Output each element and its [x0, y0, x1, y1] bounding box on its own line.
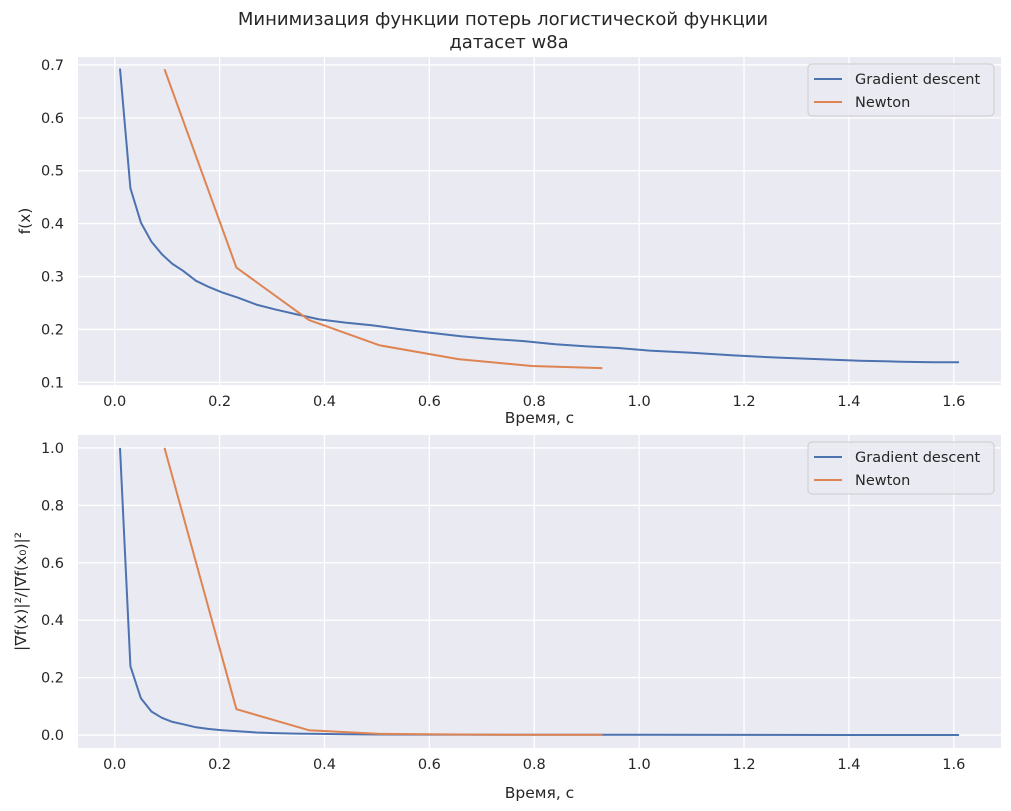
y-tick-label: 0.7: [41, 58, 64, 74]
legend-entry-label: Gradient descent: [855, 450, 980, 466]
x-tick-label: 0.0: [103, 394, 126, 410]
y-tick-label: 0.2: [41, 322, 64, 338]
legend-box: [807, 441, 995, 495]
x-tick-label: 0.6: [418, 394, 441, 410]
series-line-newton: [163, 68, 603, 370]
series-line-gradient-descent: [119, 68, 959, 364]
legend-entry-label: Newton: [855, 473, 910, 489]
y-tick-label: 0.6: [41, 111, 64, 127]
x-tick-label: 0.6: [418, 757, 441, 773]
x-tick-label: 1.6: [942, 394, 965, 410]
x-tick-label: 1.0: [628, 394, 651, 410]
x-axis-label: Время, с: [505, 409, 574, 427]
x-tick-label: 0.8: [523, 757, 546, 773]
y-tick-label: 0.4: [41, 613, 64, 629]
y-tick-label: 0.1: [41, 375, 64, 391]
gradient-norm-subplot: 0.0 0.2 0.4 0.6 0.8 1.0 1.2 1.4 1.6 0.0 0.2 0.4 0.6 0…: [12, 435, 1001, 802]
x-tick-label: 1.4: [837, 757, 860, 773]
y-tick-label: 0.0: [41, 728, 64, 744]
y-tick-label: 1.0: [41, 441, 64, 457]
x-tick-label: 1.6: [942, 757, 965, 773]
loss-subplot: 0.0 0.2 0.4 0.6 0.8 1.0 1.2 1.4 1.6 0.1 0.2 0.3 0.4 0…: [16, 57, 1001, 427]
y-tick-label: 0.6: [41, 556, 64, 572]
legend-box: [807, 63, 995, 117]
x-tick-label: 0.2: [208, 394, 231, 410]
suptitle-line-2: датасет w8a: [449, 32, 568, 53]
suptitle-line-1: Минимизация функции потерь логистической…: [238, 9, 768, 30]
series-line-newton: [163, 447, 603, 736]
legend: Gradient descent Newton: [807, 441, 995, 495]
legend-entry-label: Gradient descent: [855, 72, 980, 88]
x-tick-label: 0.8: [523, 394, 546, 410]
y-axis-label: |∇f(x)|²/|∇f(x₀)|²: [12, 532, 30, 651]
x-tick-label: 0.0: [103, 757, 126, 773]
x-tick-label: 1.4: [837, 394, 860, 410]
y-axis-label: f(x): [16, 208, 34, 235]
x-tick-label: 0.2: [208, 757, 231, 773]
y-tick-label: 0.2: [41, 671, 64, 687]
x-tick-label: 0.4: [313, 394, 336, 410]
y-tick-label: 0.8: [41, 498, 64, 514]
legend: Gradient descent Newton: [807, 63, 995, 117]
y-tick-label: 0.4: [41, 217, 64, 233]
y-tick-label: 0.5: [41, 164, 64, 180]
y-tick-label: 0.3: [41, 270, 64, 286]
x-axis-label: Время, с: [505, 784, 574, 802]
x-tick-label: 1.0: [628, 757, 651, 773]
x-tick-label: 1.2: [732, 394, 755, 410]
x-tick-label: 1.2: [732, 757, 755, 773]
x-tick-label: 0.4: [313, 757, 336, 773]
legend-entry-label: Newton: [855, 95, 910, 111]
